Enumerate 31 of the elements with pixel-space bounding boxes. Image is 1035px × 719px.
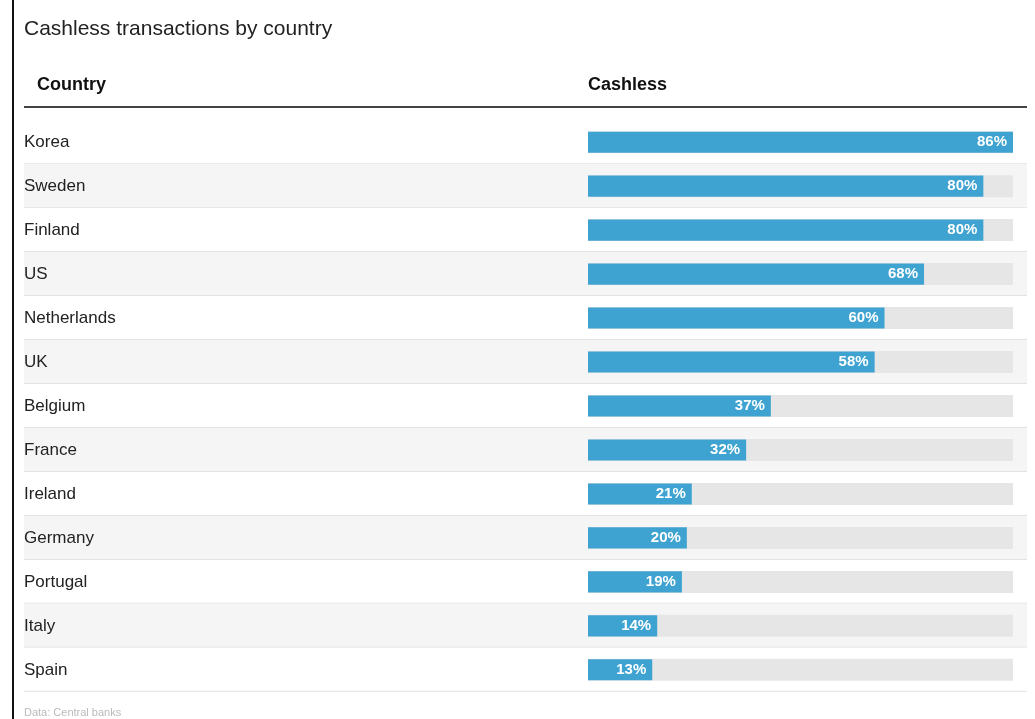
bar bbox=[588, 483, 692, 505]
data-label: 20% bbox=[650, 528, 681, 546]
data-label: 37% bbox=[734, 396, 765, 414]
data-label: 80% bbox=[947, 176, 978, 194]
y-tick-label: Sweden bbox=[24, 175, 86, 195]
data-label: 14% bbox=[621, 615, 652, 633]
y-tick-label: Korea bbox=[24, 131, 70, 151]
data-label: 60% bbox=[848, 308, 879, 326]
data-label: 13% bbox=[616, 659, 647, 677]
x-axis-title: Cashless bbox=[588, 74, 668, 95]
data-label: 32% bbox=[710, 440, 741, 458]
y-tick-label: France bbox=[24, 439, 77, 459]
data-label: 80% bbox=[947, 220, 978, 238]
y-tick-label: Spain bbox=[24, 659, 68, 679]
text: Cashless transactions by country bbox=[24, 16, 333, 40]
data-label: 68% bbox=[888, 264, 919, 282]
y-tick-label: Ireland bbox=[24, 483, 76, 503]
y-tick-label: Germany bbox=[24, 527, 95, 547]
y-tick-label: Belgium bbox=[24, 395, 86, 415]
text: Data: Central banks bbox=[24, 706, 122, 718]
y-tick-label: Portugal bbox=[24, 571, 88, 591]
text: Country bbox=[37, 74, 106, 95]
y-tick-label: US bbox=[24, 263, 48, 283]
data-label: 19% bbox=[645, 572, 676, 590]
data-label: 58% bbox=[838, 352, 869, 370]
y-tick-label: Italy bbox=[24, 615, 56, 635]
y-tick-label: Netherlands bbox=[24, 307, 116, 327]
data-label: 86% bbox=[976, 132, 1007, 150]
y-tick-label: UK bbox=[24, 351, 49, 371]
y-tick-label: Finland bbox=[24, 219, 80, 239]
data-label: 21% bbox=[655, 484, 686, 502]
